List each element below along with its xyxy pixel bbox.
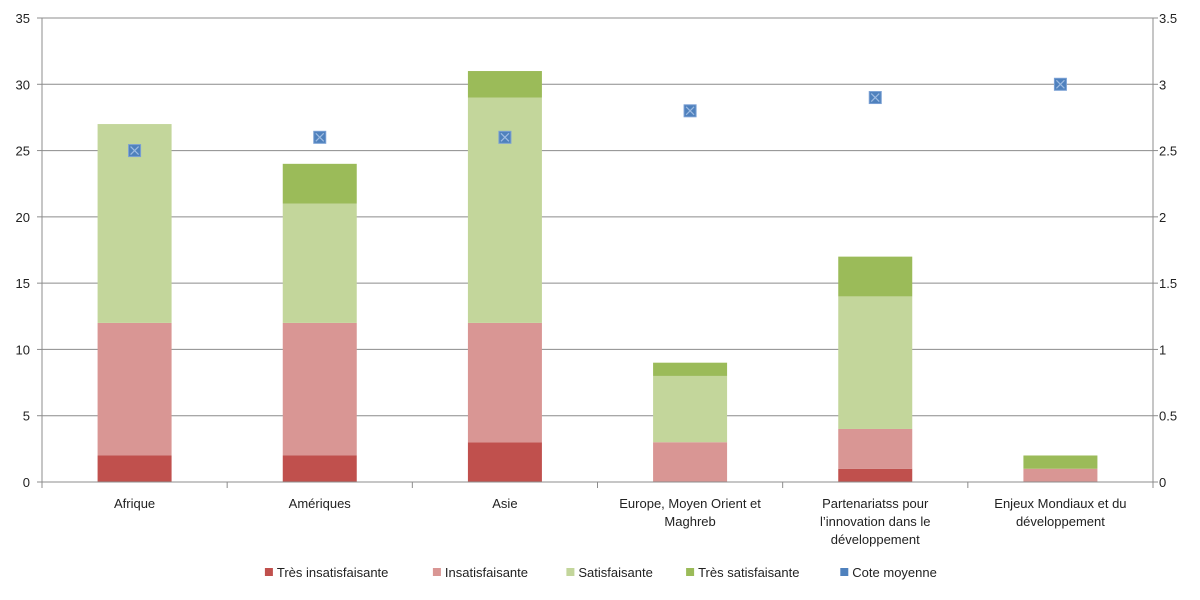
bar-segment [467, 322, 542, 443]
y2-tick-label: 3 [1159, 77, 1166, 92]
marker-point [313, 130, 327, 144]
y-tick-label: 0 [23, 475, 30, 490]
y-tick-label: 20 [16, 210, 30, 225]
marker-point [868, 91, 882, 105]
marker-cross [1055, 79, 1065, 89]
bar-segment [838, 468, 913, 482]
y-tick-label: 15 [16, 276, 30, 291]
y-tick-label: 30 [16, 77, 30, 92]
marker-cross [500, 132, 510, 142]
legend-item: Satisfaisante [566, 565, 653, 580]
marker-point [1053, 77, 1067, 91]
category-label: Enjeux Mondiaux et du [994, 496, 1126, 511]
category-label: Partenariatss pour [822, 496, 929, 511]
y-tick-label: 10 [16, 342, 30, 357]
y2-tick-label: 1.5 [1159, 276, 1177, 291]
y-tick-label: 25 [16, 144, 30, 159]
legend-swatch [840, 568, 849, 576]
legend-label: Cote moyenne [852, 565, 937, 580]
bar-segment [467, 71, 542, 98]
y2-tick-label: 0.5 [1159, 409, 1177, 424]
legend-label: Insatisfaisante [445, 565, 528, 580]
bar-segment [838, 296, 913, 429]
legend-item: Très insatisfaisante [264, 565, 389, 580]
legend-item: Cote moyenne [840, 565, 937, 580]
category-label: Asie [492, 496, 517, 511]
bar-segment [282, 163, 357, 204]
y2-tick-label: 3.5 [1159, 11, 1177, 26]
marker-cross [315, 132, 325, 142]
category-label: Afrique [114, 496, 155, 511]
bar-segment [1023, 468, 1098, 482]
bar-segment [282, 322, 357, 456]
y2-tick-label: 0 [1159, 475, 1166, 490]
bar-segment [97, 124, 172, 323]
bar-segment [653, 442, 728, 482]
bar-segment [653, 362, 728, 376]
legend-swatch [432, 568, 441, 576]
category-label: Europe, Moyen Orient et [619, 496, 761, 511]
category-label: développement [831, 532, 920, 547]
category-label: l’innovation dans le [820, 514, 931, 529]
legend-label: Satisfaisante [578, 565, 652, 580]
legend-swatch [566, 568, 575, 576]
y-tick-label: 35 [16, 11, 30, 26]
axes: 0 5 10 15 20 25 30 35 0 0.5 1 1.5 2 2.5 3 3.5 Afrique Amé… [16, 11, 1178, 547]
bar-segment [1023, 455, 1098, 469]
bar-segment [653, 375, 728, 443]
bar-segment [838, 428, 913, 469]
marker-series [128, 77, 1067, 158]
y-tick-label: 5 [23, 409, 30, 424]
legend-label: Très insatisfaisante [277, 565, 389, 580]
y2-tick-label: 2 [1159, 210, 1166, 225]
legend-item: Très satisfaisante [686, 565, 800, 580]
marker-cross [685, 106, 695, 116]
legend-label: Très satisfaisante [698, 565, 799, 580]
y2-tick-label: 1 [1159, 342, 1166, 357]
bar-series [97, 71, 1098, 482]
bar-segment [282, 203, 357, 323]
marker-point [128, 144, 142, 158]
gridlines [42, 17, 1153, 417]
marker-point [498, 130, 512, 144]
bar-segment [467, 442, 542, 482]
category-label: Amériques [289, 496, 352, 511]
bar-segment [282, 455, 357, 482]
bar-segment [838, 256, 913, 297]
marker-cross [870, 93, 880, 102]
legend-swatch [686, 568, 695, 576]
legend-item: Insatisfaisante [432, 565, 528, 580]
legend: Très insatisfaisante Insatisfaisante Satis… [264, 565, 937, 580]
bar-segment [97, 322, 172, 456]
category-label: développement [1016, 514, 1105, 529]
marker-point [683, 104, 697, 118]
legend-swatch [264, 568, 273, 576]
category-label: Maghreb [664, 514, 715, 529]
y2-tick-label: 2.5 [1159, 144, 1177, 159]
bar-segment [97, 455, 172, 482]
marker-cross [130, 146, 140, 155]
